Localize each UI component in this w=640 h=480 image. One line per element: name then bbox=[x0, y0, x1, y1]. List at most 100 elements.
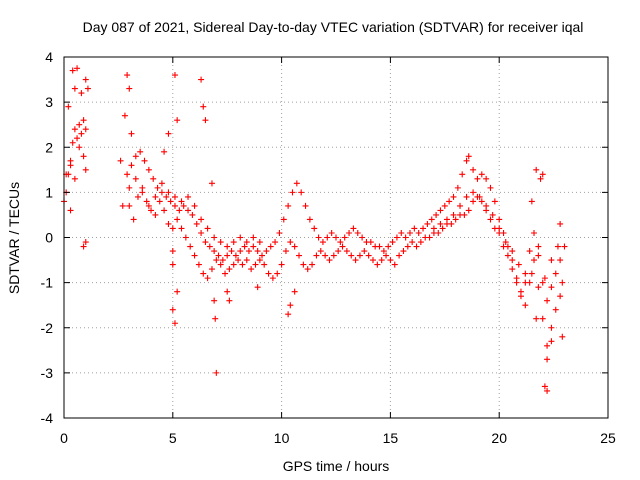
data-point bbox=[296, 252, 303, 259]
data-point bbox=[446, 198, 453, 205]
data-point bbox=[293, 180, 300, 187]
data-point bbox=[198, 229, 205, 236]
data-point bbox=[182, 234, 189, 241]
data-point bbox=[165, 130, 172, 137]
data-point bbox=[132, 153, 139, 160]
data-point bbox=[239, 261, 246, 268]
data-point bbox=[71, 175, 78, 182]
data-point bbox=[489, 211, 496, 218]
data-point bbox=[145, 166, 152, 173]
data-point bbox=[215, 252, 222, 259]
data-point bbox=[509, 266, 516, 273]
data-point bbox=[152, 193, 159, 200]
data-point bbox=[121, 112, 128, 119]
data-point bbox=[84, 85, 91, 92]
data-point bbox=[67, 162, 74, 169]
data-point bbox=[417, 239, 424, 246]
data-point bbox=[161, 207, 168, 214]
data-point bbox=[420, 225, 427, 232]
data-point bbox=[559, 279, 566, 286]
data-point bbox=[544, 297, 551, 304]
data-point bbox=[206, 243, 213, 250]
data-point bbox=[437, 207, 444, 214]
data-point bbox=[82, 76, 89, 83]
data-point bbox=[311, 225, 318, 232]
data-point bbox=[531, 257, 538, 264]
data-point bbox=[461, 211, 468, 218]
data-point bbox=[143, 198, 150, 205]
data-point bbox=[124, 171, 131, 178]
data-point bbox=[80, 117, 87, 124]
data-point bbox=[557, 257, 564, 264]
data-point bbox=[69, 139, 76, 146]
data-point bbox=[178, 198, 185, 205]
data-point bbox=[435, 229, 442, 236]
data-point bbox=[335, 248, 342, 255]
data-point bbox=[428, 216, 435, 223]
data-point bbox=[330, 252, 337, 259]
x-tick-label: 5 bbox=[169, 430, 177, 446]
data-point bbox=[352, 257, 359, 264]
data-point bbox=[71, 85, 78, 92]
data-point bbox=[224, 243, 231, 250]
data-point bbox=[535, 284, 542, 291]
data-point bbox=[117, 157, 124, 164]
data-point bbox=[426, 234, 433, 241]
data-point bbox=[78, 130, 85, 137]
data-point bbox=[478, 198, 485, 205]
data-point bbox=[191, 202, 198, 209]
data-point bbox=[267, 243, 274, 250]
data-point bbox=[224, 288, 231, 295]
data-point bbox=[237, 248, 244, 255]
data-point bbox=[252, 261, 259, 268]
data-point bbox=[517, 288, 524, 295]
data-point bbox=[496, 225, 503, 232]
data-point bbox=[487, 216, 494, 223]
data-point bbox=[328, 229, 335, 236]
data-point bbox=[250, 234, 257, 241]
data-point bbox=[171, 320, 178, 327]
data-point bbox=[167, 198, 174, 205]
data-point bbox=[491, 198, 498, 205]
data-point bbox=[544, 342, 551, 349]
data-point bbox=[557, 220, 564, 227]
data-point bbox=[256, 239, 263, 246]
data-point bbox=[559, 333, 566, 340]
data-point bbox=[134, 193, 141, 200]
data-point bbox=[361, 248, 368, 255]
data-point bbox=[126, 202, 133, 209]
data-point bbox=[224, 252, 231, 259]
data-point bbox=[359, 234, 366, 241]
data-point bbox=[226, 297, 233, 304]
data-point bbox=[193, 220, 200, 227]
y-tick-label: 1 bbox=[45, 184, 53, 200]
data-point bbox=[402, 234, 409, 241]
data-point bbox=[450, 193, 457, 200]
y-tick-label: -3 bbox=[41, 365, 54, 381]
data-point bbox=[200, 103, 207, 110]
data-point bbox=[269, 275, 276, 282]
data-point bbox=[248, 266, 255, 273]
data-point bbox=[265, 270, 272, 277]
data-point bbox=[208, 180, 215, 187]
data-point bbox=[158, 189, 165, 196]
data-point bbox=[448, 220, 455, 227]
data-point bbox=[211, 234, 218, 241]
data-point bbox=[287, 239, 294, 246]
data-point bbox=[309, 261, 316, 268]
data-point bbox=[82, 239, 89, 246]
data-point bbox=[470, 198, 477, 205]
data-point bbox=[346, 229, 353, 236]
data-point bbox=[152, 211, 159, 218]
data-point bbox=[337, 239, 344, 246]
data-point bbox=[443, 216, 450, 223]
data-point bbox=[541, 275, 548, 282]
data-point bbox=[537, 175, 544, 182]
data-point bbox=[213, 369, 220, 376]
data-point bbox=[119, 202, 126, 209]
data-point bbox=[554, 243, 561, 250]
data-point bbox=[285, 311, 292, 318]
data-point bbox=[280, 216, 287, 223]
data-point bbox=[226, 266, 233, 273]
data-point bbox=[169, 248, 176, 255]
